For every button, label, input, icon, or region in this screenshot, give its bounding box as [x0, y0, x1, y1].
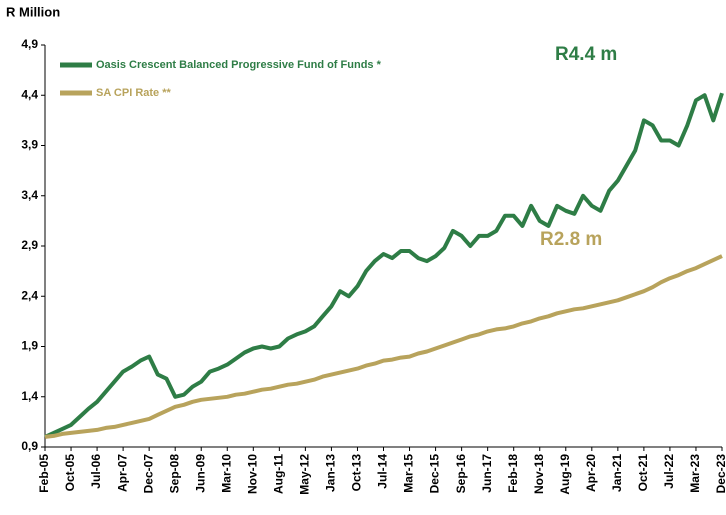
x-tick-label: Jul-14 — [376, 454, 390, 489]
x-tick-label: Apr-20 — [584, 454, 598, 492]
x-tick-label: Mar-10 — [219, 454, 233, 493]
x-tick-label: Oct-05 — [63, 454, 77, 492]
x-tick-label: Oct-13 — [350, 454, 364, 492]
x-tick-label: Sep-16 — [454, 454, 468, 494]
x-tick-label: Jan-21 — [610, 454, 624, 492]
x-tick-label: Feb-05 — [37, 454, 51, 493]
x-tick-label: Dec-23 — [714, 454, 726, 494]
y-tick-label: 4,9 — [21, 37, 38, 51]
x-tick-label: Jul-22 — [662, 454, 676, 489]
y-tick-label: 0,9 — [21, 439, 38, 453]
y-axis-label: R Million — [6, 4, 60, 19]
series-line — [44, 254, 723, 439]
series-line — [44, 92, 724, 439]
x-tick-label: May-12 — [298, 454, 312, 495]
y-tick-label: 1,9 — [21, 339, 38, 353]
x-tick-label: Sep-08 — [167, 454, 181, 494]
x-tick-label: Nov-18 — [532, 454, 546, 494]
x-tick-label: Mar-23 — [688, 454, 702, 493]
annotation: R4.4 m — [555, 44, 617, 65]
x-tick-label: Oct-21 — [636, 454, 650, 492]
y-tick-label: 1,4 — [21, 389, 38, 403]
x-tick-label: Jan-13 — [324, 454, 338, 492]
x-tick-label: Apr-07 — [115, 454, 129, 492]
x-tick-label: Mar-15 — [402, 454, 416, 493]
y-tick-label: 3,9 — [21, 138, 38, 152]
y-tick-label: 2,4 — [21, 288, 38, 302]
x-tick-label: Jun-17 — [480, 454, 494, 493]
legend-label: Oasis Crescent Balanced Progressive Fund… — [96, 59, 382, 71]
x-tick-label: Dec-15 — [428, 454, 442, 494]
x-tick-label: Nov-10 — [245, 454, 259, 494]
y-tick-label: 2,9 — [21, 238, 38, 252]
x-tick-label: Feb-18 — [506, 454, 520, 493]
x-tick-label: Aug-11 — [272, 454, 286, 494]
annotation: R2.8 m — [540, 229, 602, 250]
legend-label: SA CPI Rate ** — [96, 87, 172, 99]
x-tick-label: Aug-19 — [558, 454, 572, 495]
x-tick-label: Jul-06 — [89, 454, 103, 489]
x-tick-label: Dec-07 — [141, 454, 155, 494]
y-tick-label: 3,4 — [21, 188, 38, 202]
y-tick-label: 4,4 — [21, 87, 38, 101]
x-tick-label: Jun-09 — [193, 454, 207, 493]
